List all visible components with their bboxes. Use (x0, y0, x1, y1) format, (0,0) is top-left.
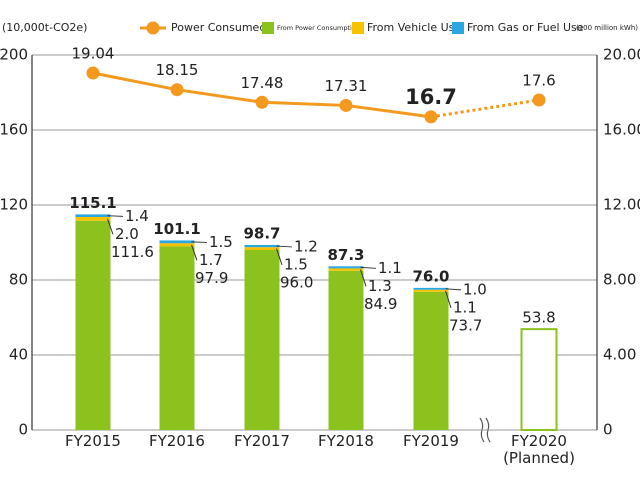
x-tick-label: FY2019 (403, 432, 459, 450)
legend-label: From Vehicle Use (367, 21, 461, 34)
leader-line (360, 269, 367, 287)
line-value-label: 17.6 (522, 72, 555, 90)
value-label: 1.5 (209, 233, 233, 251)
line-value-label: 17.48 (241, 74, 284, 92)
leader-line (360, 266, 377, 269)
bar-segment (244, 250, 280, 430)
y2-tick-label: 20.00 (603, 46, 640, 64)
value-label: 1.5 (284, 255, 308, 273)
value-label: 1.3 (368, 277, 392, 295)
y-tick-label: 160 (0, 121, 28, 139)
y-tick-label: 120 (0, 196, 28, 214)
bar-segment (244, 244, 280, 248)
y-tick-label: 0 (18, 421, 28, 439)
bar-segment (520, 328, 558, 431)
line-series (430, 98, 540, 119)
leader-line (445, 290, 452, 309)
bar-segment (75, 220, 111, 430)
line-marker (424, 110, 438, 124)
y2-tick-label: 12.00 (603, 196, 640, 214)
total-label: 87.3 (327, 246, 364, 264)
value-label: 1.4 (125, 207, 149, 225)
y-axis-label: (10,000t-CO2e) (2, 21, 87, 34)
bar-segment (75, 214, 111, 217)
bar-segment (159, 246, 195, 430)
total-label: 101.1 (153, 220, 200, 238)
value-label: 1.2 (294, 237, 318, 255)
value-label: 1.7 (199, 251, 223, 269)
bar-segment (413, 291, 449, 430)
line-value-label: 18.15 (156, 61, 199, 79)
bar-segment (413, 289, 449, 292)
value-label: 1.1 (378, 259, 402, 277)
total-label: 76.0 (412, 267, 449, 285)
y2-tick-label: 0 (603, 421, 613, 439)
line-value-label: 19.04 (72, 45, 115, 63)
bar-segment (328, 268, 364, 271)
leader-line (445, 288, 462, 291)
x-tick-label: FY2015 (65, 432, 121, 450)
leader-line (276, 245, 293, 248)
bar-segment (244, 247, 280, 250)
legend-label: Power Consumed (171, 21, 266, 34)
total-label: 53.8 (522, 309, 555, 327)
value-label: 1.1 (453, 298, 477, 316)
value-label: 111.6 (111, 243, 154, 261)
bar-segment (413, 287, 449, 290)
line-marker (532, 93, 546, 107)
legend-label: From Power Consumption (277, 24, 360, 32)
value-label: 1.0 (463, 280, 487, 298)
x-tick-label: FY2020 (Planned) (503, 432, 575, 467)
x-tick-label: FY2017 (234, 432, 290, 450)
y2-tick-label: 8.00 (603, 271, 636, 289)
bar-segment (328, 266, 364, 269)
value-label: 97.9 (195, 269, 228, 287)
line-value-label: 16.7 (405, 85, 457, 109)
value-label: 2.0 (115, 225, 139, 243)
x-tick-label: FY2018 (318, 432, 374, 450)
bar-segment (75, 217, 111, 221)
legend-marker (146, 21, 160, 35)
value-label: 96.0 (280, 273, 313, 291)
legend-label: From Gas or Fuel Use (467, 21, 584, 34)
y-tick-label: 200 (0, 46, 28, 64)
leader-line (276, 248, 283, 266)
total-label: 115.1 (69, 194, 116, 212)
bar-segment (328, 270, 364, 430)
y-tick-label: 80 (9, 271, 28, 289)
line-marker (255, 95, 269, 109)
line-marker (170, 83, 184, 97)
y2-tick-label: 16.00 (603, 121, 640, 139)
y-tick-label: 40 (9, 346, 28, 364)
x-tick-label: FY2016 (149, 432, 205, 450)
value-label: 73.7 (449, 316, 482, 334)
y2-axis-label: (100 million kWh) (576, 24, 638, 32)
legend-swatch (452, 22, 464, 34)
legend-swatch (352, 22, 364, 34)
value-label: 84.9 (364, 295, 397, 313)
leader-line (191, 241, 208, 243)
total-label: 98.7 (243, 224, 280, 242)
legend-swatch (262, 22, 274, 34)
leader-line (191, 244, 198, 261)
line-value-label: 17.31 (325, 77, 368, 95)
line-marker (339, 98, 353, 112)
bar-segment (159, 240, 195, 244)
leader-line (107, 215, 124, 217)
y2-tick-label: 4.00 (603, 346, 636, 364)
bar-segment (159, 243, 195, 247)
leader-line (107, 218, 114, 235)
line-marker (86, 66, 100, 80)
